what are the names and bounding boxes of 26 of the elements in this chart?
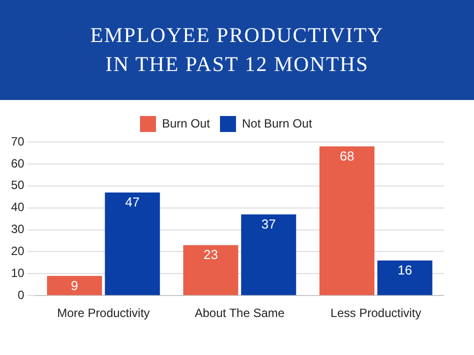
bar [183,245,238,296]
y-tick-label: 30 [10,222,25,236]
chart-title: EMPLOYEE PRODUCTIVITY IN THE PAST 12 MONTHS [89,22,385,78]
y-tick-label: 40 [10,200,25,214]
data-label: 16 [398,262,412,278]
bar [241,214,296,296]
bar [377,260,432,296]
x-tick-label: About The Same [194,306,285,320]
y-tick-label: 0 [18,288,25,302]
data-label: 47 [125,194,140,210]
y-tick-label: 60 [10,156,25,170]
x-tick-label: More Productivity [57,306,150,320]
legend-label: Burn Out [162,116,211,130]
bar [47,276,102,296]
data-label: 23 [203,247,218,262]
legend-label: Not Burn Out [242,116,313,130]
x-tick-label: Less Productivity [330,306,422,320]
y-tick-label: 50 [10,178,25,192]
data-label: 68 [340,148,354,164]
y-tick-label: 20 [10,244,25,258]
data-label: 9 [70,278,78,293]
bar [104,192,160,296]
y-tick-label: 70 [10,134,25,148]
y-tick-label: 10 [10,266,25,280]
data-label: 37 [261,216,276,232]
bar [319,146,374,296]
